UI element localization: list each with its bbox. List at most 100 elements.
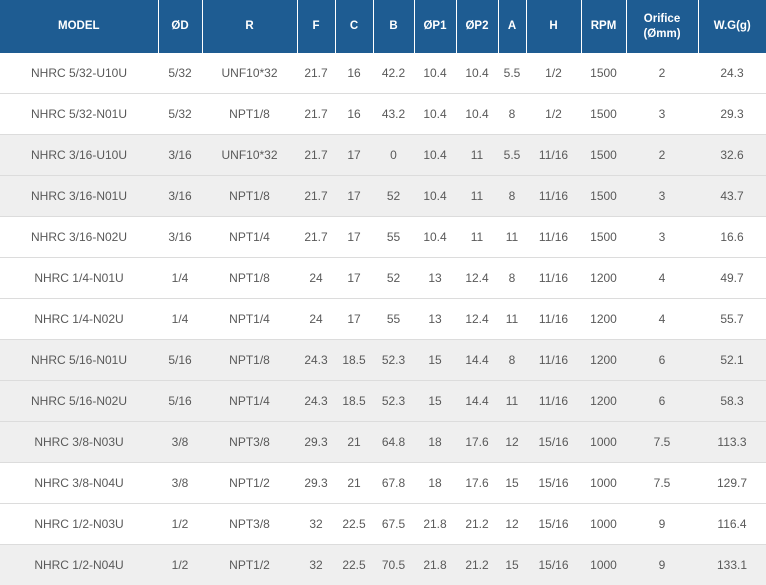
cell-od: 3/16 (158, 135, 202, 176)
cell-orifice: 4 (626, 258, 698, 299)
cell-c: 17 (335, 299, 373, 340)
cell-h: 1/2 (526, 53, 581, 94)
cell-h: 11/16 (526, 258, 581, 299)
cell-h: 15/16 (526, 504, 581, 545)
cell-orifice: 2 (626, 53, 698, 94)
cell-r: UNF10*32 (202, 53, 297, 94)
column-header-rpm: RPM (581, 0, 626, 53)
cell-op2: 14.4 (456, 381, 498, 422)
cell-model: NHRC 5/32-N01U (0, 94, 158, 135)
cell-orifice: 6 (626, 381, 698, 422)
cell-r: NPT1/2 (202, 463, 297, 504)
column-header-od: ØD (158, 0, 202, 53)
cell-wg: 113.3 (698, 422, 766, 463)
cell-op1: 21.8 (414, 504, 456, 545)
cell-f: 29.3 (297, 463, 335, 504)
cell-r: NPT1/2 (202, 545, 297, 585)
cell-f: 29.3 (297, 422, 335, 463)
column-header-op1: ØP1 (414, 0, 456, 53)
cell-f: 32 (297, 545, 335, 585)
cell-rpm: 1000 (581, 463, 626, 504)
cell-r: NPT1/8 (202, 94, 297, 135)
cell-rpm: 1500 (581, 53, 626, 94)
cell-h: 15/16 (526, 463, 581, 504)
cell-h: 11/16 (526, 176, 581, 217)
cell-c: 16 (335, 53, 373, 94)
cell-op2: 12.4 (456, 299, 498, 340)
cell-a: 5.5 (498, 53, 526, 94)
cell-h: 11/16 (526, 381, 581, 422)
cell-f: 21.7 (297, 94, 335, 135)
cell-od: 1/2 (158, 545, 202, 585)
cell-c: 16 (335, 94, 373, 135)
cell-model: NHRC 3/16-N02U (0, 217, 158, 258)
column-header-a: A (498, 0, 526, 53)
cell-a: 11 (498, 217, 526, 258)
cell-op2: 17.6 (456, 463, 498, 504)
cell-wg: 24.3 (698, 53, 766, 94)
cell-r: NPT1/4 (202, 381, 297, 422)
cell-c: 22.5 (335, 545, 373, 585)
cell-a: 12 (498, 422, 526, 463)
cell-od: 3/16 (158, 176, 202, 217)
cell-rpm: 1200 (581, 299, 626, 340)
cell-op2: 17.6 (456, 422, 498, 463)
column-header-orifice: Orifice (Ømm) (626, 0, 698, 53)
cell-rpm: 1200 (581, 258, 626, 299)
column-header-h: H (526, 0, 581, 53)
cell-b: 52.3 (373, 340, 414, 381)
column-header-b: B (373, 0, 414, 53)
cell-a: 11 (498, 299, 526, 340)
cell-op1: 10.4 (414, 176, 456, 217)
cell-f: 24 (297, 299, 335, 340)
cell-orifice: 2 (626, 135, 698, 176)
cell-orifice: 7.5 (626, 422, 698, 463)
cell-od: 3/8 (158, 422, 202, 463)
cell-rpm: 1000 (581, 504, 626, 545)
cell-r: NPT1/4 (202, 299, 297, 340)
cell-op1: 10.4 (414, 53, 456, 94)
cell-a: 8 (498, 340, 526, 381)
column-header-wg: W.G(g) (698, 0, 766, 53)
cell-rpm: 1000 (581, 422, 626, 463)
column-header-r: R (202, 0, 297, 53)
cell-op2: 14.4 (456, 340, 498, 381)
cell-op2: 11 (456, 217, 498, 258)
cell-c: 18.5 (335, 381, 373, 422)
cell-orifice: 9 (626, 504, 698, 545)
cell-a: 8 (498, 258, 526, 299)
cell-h: 15/16 (526, 422, 581, 463)
cell-od: 5/16 (158, 381, 202, 422)
cell-op1: 13 (414, 258, 456, 299)
cell-od: 5/32 (158, 94, 202, 135)
cell-model: NHRC 3/16-U10U (0, 135, 158, 176)
cell-a: 5.5 (498, 135, 526, 176)
cell-c: 22.5 (335, 504, 373, 545)
cell-b: 67.5 (373, 504, 414, 545)
cell-a: 15 (498, 545, 526, 585)
cell-rpm: 1500 (581, 94, 626, 135)
cell-model: NHRC 3/8-N04U (0, 463, 158, 504)
cell-op1: 13 (414, 299, 456, 340)
cell-wg: 32.6 (698, 135, 766, 176)
cell-rpm: 1000 (581, 545, 626, 585)
cell-model: NHRC 1/2-N04U (0, 545, 158, 585)
cell-orifice: 3 (626, 94, 698, 135)
cell-model: NHRC 5/16-N02U (0, 381, 158, 422)
cell-b: 55 (373, 299, 414, 340)
cell-op2: 10.4 (456, 94, 498, 135)
cell-c: 18.5 (335, 340, 373, 381)
cell-f: 21.7 (297, 135, 335, 176)
cell-wg: 133.1 (698, 545, 766, 585)
cell-a: 8 (498, 176, 526, 217)
